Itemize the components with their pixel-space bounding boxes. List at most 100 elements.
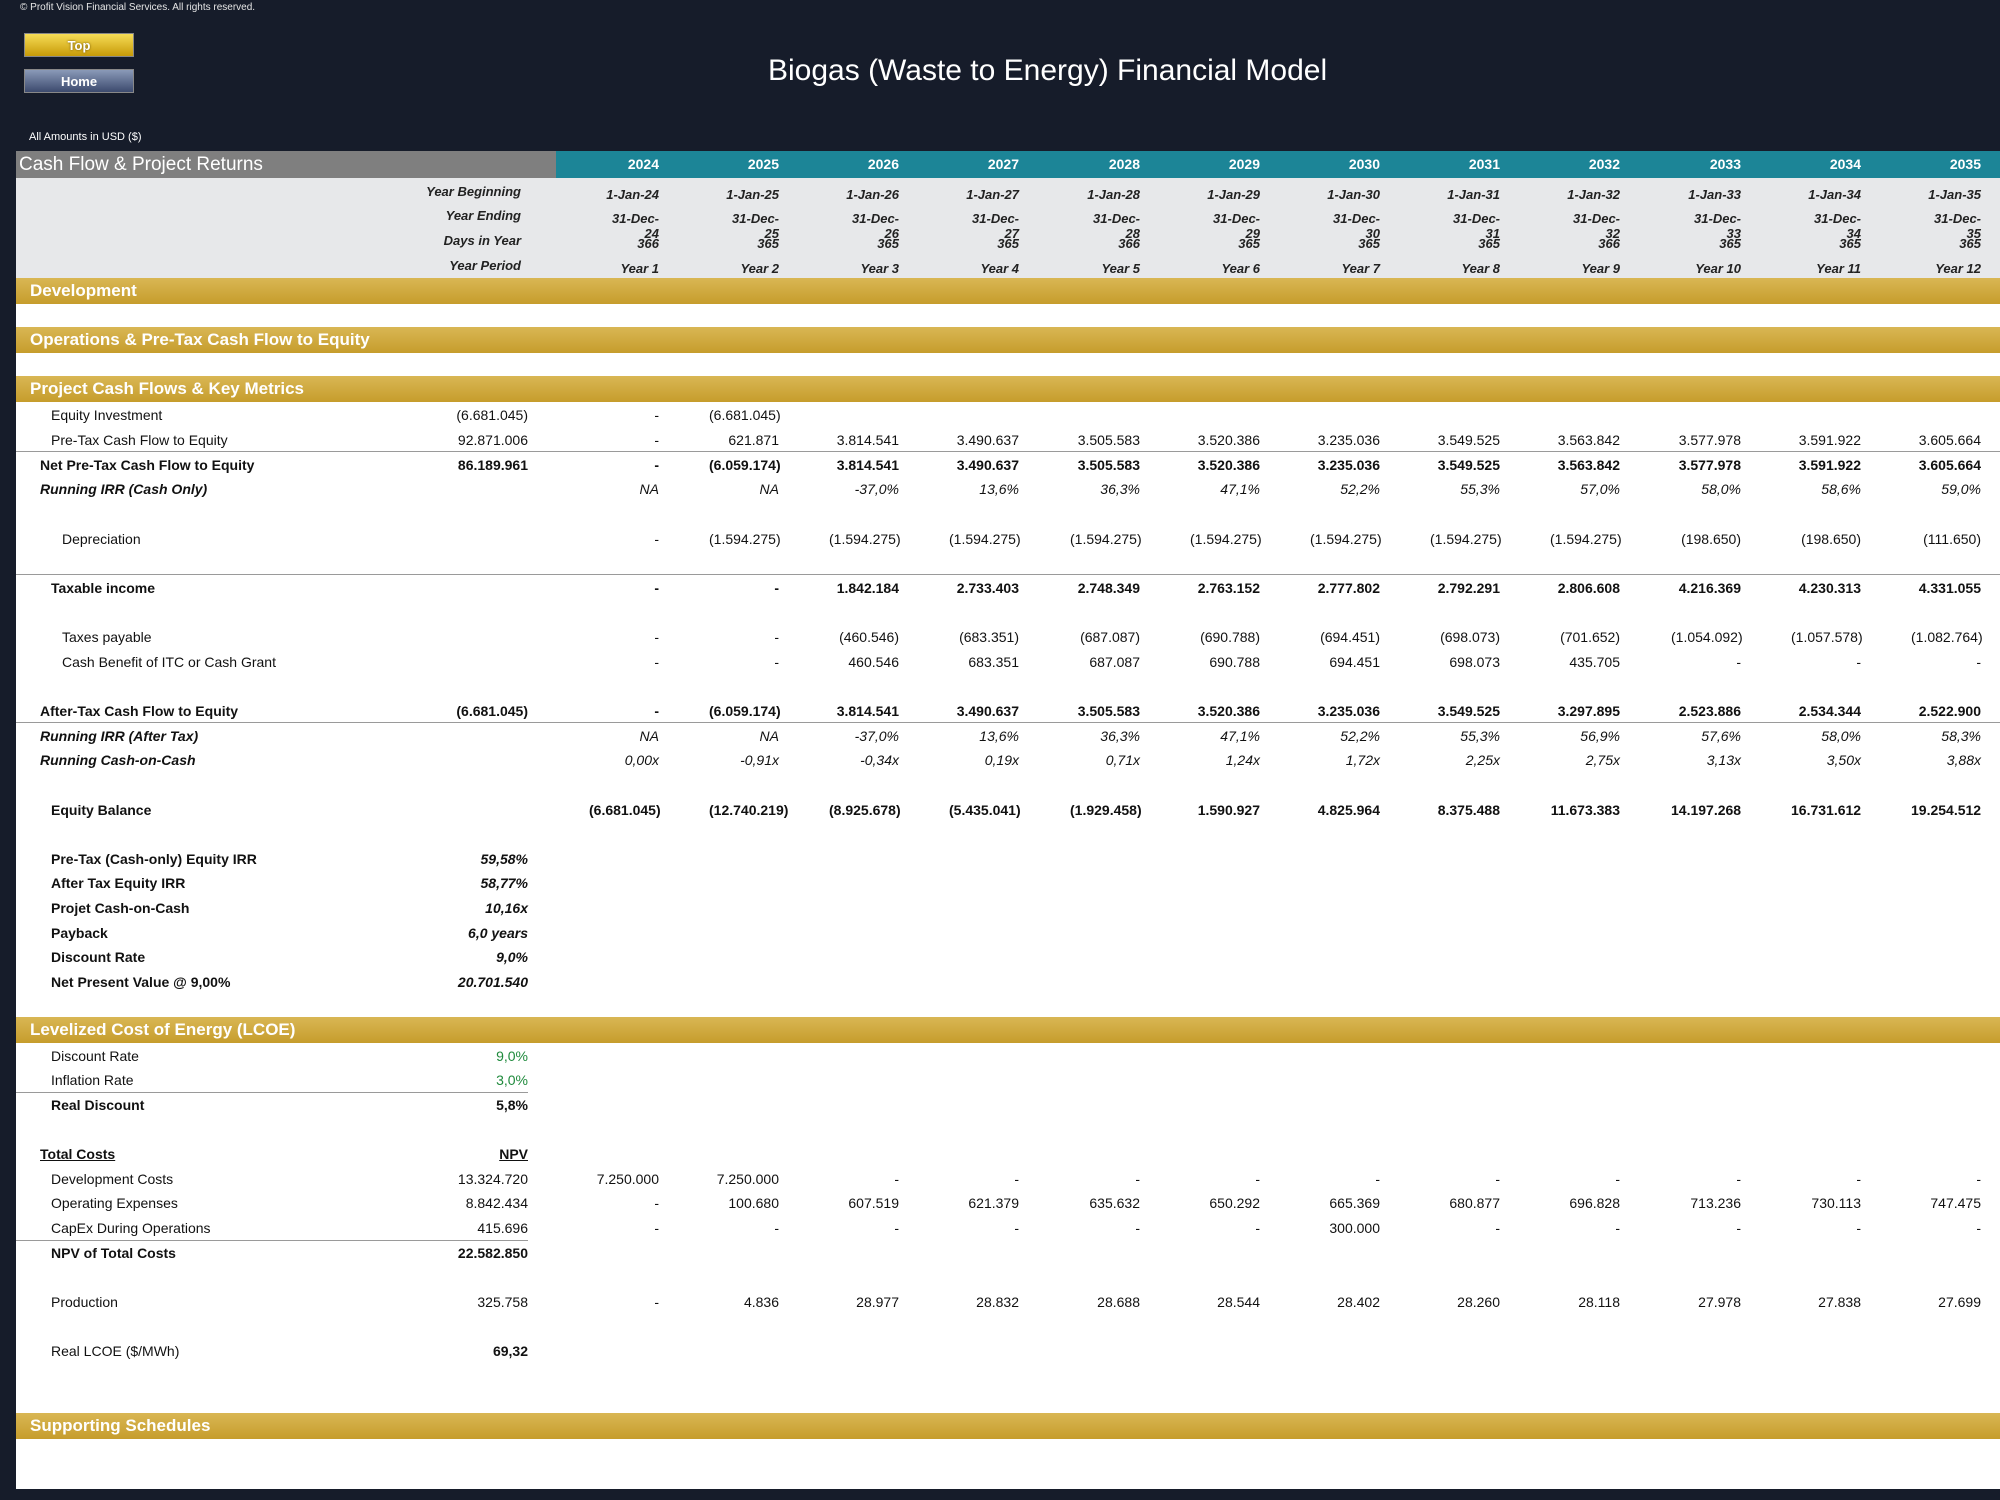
timeline-cell: 365 — [1358, 236, 1380, 251]
home-button[interactable]: Home — [24, 69, 134, 93]
table-row[interactable]: Running IRR (After Tax) NA NA -37,0% 13,6% 36… — [16, 724, 2000, 748]
timeline-cell: 365 — [1478, 236, 1500, 251]
row-total: 13.324.720 — [457, 1171, 528, 1187]
table-row[interactable]: Inflation Rate 3,0% — [16, 1068, 2000, 1092]
table-row[interactable]: NPV of Total Costs 22.582.850 — [16, 1241, 2000, 1265]
row-cell: (460.546) — [839, 629, 899, 645]
timeline-cell: 365 — [1839, 236, 1861, 251]
row-cell: - — [894, 1220, 899, 1236]
table-row[interactable]: Depreciation - (1.594.275) (1.594.275) (1.59… — [16, 527, 2000, 551]
table-row[interactable]: Pre-Tax Cash Flow to Equity 92.871.006 - 62… — [16, 428, 2000, 452]
row-cell: 2.733.403 — [956, 580, 1019, 596]
row-cell: - — [774, 580, 779, 596]
table-row[interactable]: Payback 6,0 years — [16, 921, 2000, 945]
timeline-cell: 1-Jan-31 — [1447, 187, 1500, 202]
row-cell: 47,1% — [1220, 481, 1260, 497]
row-cell: -0,34x — [860, 752, 899, 768]
row-cell: (1.929.458) — [1070, 802, 1142, 818]
row-cell: (6.681.045) — [709, 407, 781, 423]
year-label: 2029 — [1228, 156, 1260, 172]
row-label: Cash Benefit of ITC or Cash Grant — [62, 654, 276, 670]
table-row[interactable]: Real Discount 5,8% — [16, 1093, 2000, 1117]
table-row[interactable]: Cash Benefit of ITC or Cash Grant - - 460.5… — [16, 650, 2000, 674]
row-cell: - — [1135, 1220, 1140, 1236]
row-cell: 3.577.978 — [1678, 432, 1741, 448]
table-row[interactable]: Discount Rate 9,0% — [16, 945, 2000, 969]
table-row[interactable]: Operating Expenses 8.842.434 - 100.680 607.5… — [16, 1191, 2000, 1215]
table-row[interactable]: Net Pre-Tax Cash Flow to Equity 86.189.96… — [16, 453, 2000, 477]
table-row[interactable]: Projet Cash-on-Cash 10,16x — [16, 896, 2000, 920]
page-title: Biogas (Waste to Energy) Financial Model — [768, 54, 1328, 87]
row-cell: 1,72x — [1345, 752, 1380, 768]
timeline-cell: Year 6 — [1221, 261, 1260, 276]
timeline-cell: 365 — [1238, 236, 1260, 251]
table-row[interactable]: Taxes payable - - (460.546) (683.351) (687.08… — [16, 625, 2000, 649]
row-cell: 696.828 — [1569, 1195, 1620, 1211]
row-cell: (6.059.174) — [709, 703, 781, 719]
row-total: 5,8% — [496, 1097, 528, 1113]
row-cell: (12.740.219) — [709, 802, 789, 818]
row-cell: -0,91x — [740, 752, 779, 768]
row-cell: 2.806.608 — [1557, 580, 1620, 596]
row-label: Real Discount — [51, 1097, 145, 1113]
table-row[interactable]: CapEx During Operations 415.696 - - - - - - 300.… — [16, 1216, 2000, 1240]
spreadsheet[interactable]: Cash Flow & Project Returns 2024 2025 2026… — [16, 151, 2000, 1489]
year-label: 2033 — [1709, 156, 1741, 172]
row-cell: 3.490.637 — [956, 432, 1019, 448]
row-cell: 28.688 — [1097, 1294, 1140, 1310]
timeline-cell: 31-Dec-28 — [1093, 211, 1140, 241]
row-cell: 3.605.664 — [1918, 432, 1981, 448]
row-cell: 28.118 — [1578, 1294, 1620, 1310]
row-label: Operating Expenses — [51, 1195, 178, 1211]
row-cell: 690.788 — [1209, 654, 1260, 670]
table-row[interactable]: Running IRR (Cash Only) NA NA -37,0% 13,6% 36… — [16, 477, 2000, 501]
row-label: After-Tax Cash Flow to Equity — [40, 703, 239, 719]
row-cell: 687.087 — [1089, 654, 1140, 670]
table-row[interactable]: Real LCOE ($/MWh) 69,32 — [16, 1339, 2000, 1363]
table-row[interactable]: Production 325.758 - 4.836 28.977 28.832 28.68… — [16, 1290, 2000, 1314]
row-cell: 7.250.000 — [596, 1171, 659, 1187]
row-cell: (6.681.045) — [589, 802, 661, 818]
row-cell: - — [1495, 1171, 1500, 1187]
row-cell: 4.230.313 — [1798, 580, 1861, 596]
row-cell: (198.650) — [1801, 531, 1861, 547]
table-row[interactable]: After-Tax Cash Flow to Equity (6.681.045)… — [16, 699, 2000, 723]
year-label: 2035 — [1949, 156, 1981, 172]
row-cell: 665.369 — [1329, 1195, 1380, 1211]
table-row[interactable]: After Tax Equity IRR 58,77% — [16, 871, 2000, 895]
row-label: Depreciation — [62, 531, 141, 547]
timeline-cell: 1-Jan-33 — [1688, 187, 1741, 202]
table-row[interactable]: Total Costs NPV — [16, 1142, 2000, 1166]
row-label: Net Pre-Tax Cash Flow to Equity — [40, 457, 255, 473]
table-row[interactable]: Development Costs 13.324.720 7.250.000 7.25… — [16, 1167, 2000, 1191]
row-cell: (687.087) — [1080, 629, 1140, 645]
row-cell: 3.814.541 — [836, 457, 899, 473]
table-row[interactable]: Running Cash-on-Cash 0,00x -0,91x -0,34x 0,1… — [16, 748, 2000, 772]
row-cell: 2,75x — [1585, 752, 1620, 768]
row-cell: 3.563.842 — [1557, 432, 1620, 448]
top-button[interactable]: Top — [24, 33, 134, 57]
timeline-label: Year Beginning — [426, 184, 521, 199]
row-cell: - — [1976, 654, 1981, 670]
left-frame — [0, 151, 16, 1500]
row-cell: 2.777.802 — [1317, 580, 1380, 596]
row-total: 86.189.961 — [457, 457, 528, 473]
table-row[interactable]: Pre-Tax (Cash-only) Equity IRR 59,58% — [16, 847, 2000, 871]
timeline-cell: Year 7 — [1341, 261, 1380, 276]
row-cell: 27.699 — [1938, 1294, 1981, 1310]
row-cell: 3.235.036 — [1317, 703, 1380, 719]
table-row[interactable]: Equity Balance (6.681.045) (12.740.219) (8.… — [16, 798, 2000, 822]
timeline-header-block — [16, 178, 2000, 278]
row-total: 10,16x — [485, 900, 528, 916]
row-total: 3,0% — [496, 1072, 528, 1088]
table-row[interactable]: Equity Investment (6.681.045) - (6.681.045) — [16, 403, 2000, 427]
row-cell: (1.594.275) — [949, 531, 1021, 547]
row-cell: - — [1014, 1171, 1019, 1187]
table-row[interactable]: Taxable income - - 1.842.184 2.733.403 2.748.… — [16, 576, 2000, 600]
row-cell: - — [1255, 1220, 1260, 1236]
table-row[interactable]: Discount Rate 9,0% — [16, 1044, 2000, 1068]
row-cell: 3.591.922 — [1798, 457, 1861, 473]
row-label: Pre-Tax (Cash-only) Equity IRR — [51, 851, 257, 867]
row-cell: - — [774, 1220, 779, 1236]
table-row[interactable]: Net Present Value @ 9,00% 20.701.540 — [16, 970, 2000, 994]
